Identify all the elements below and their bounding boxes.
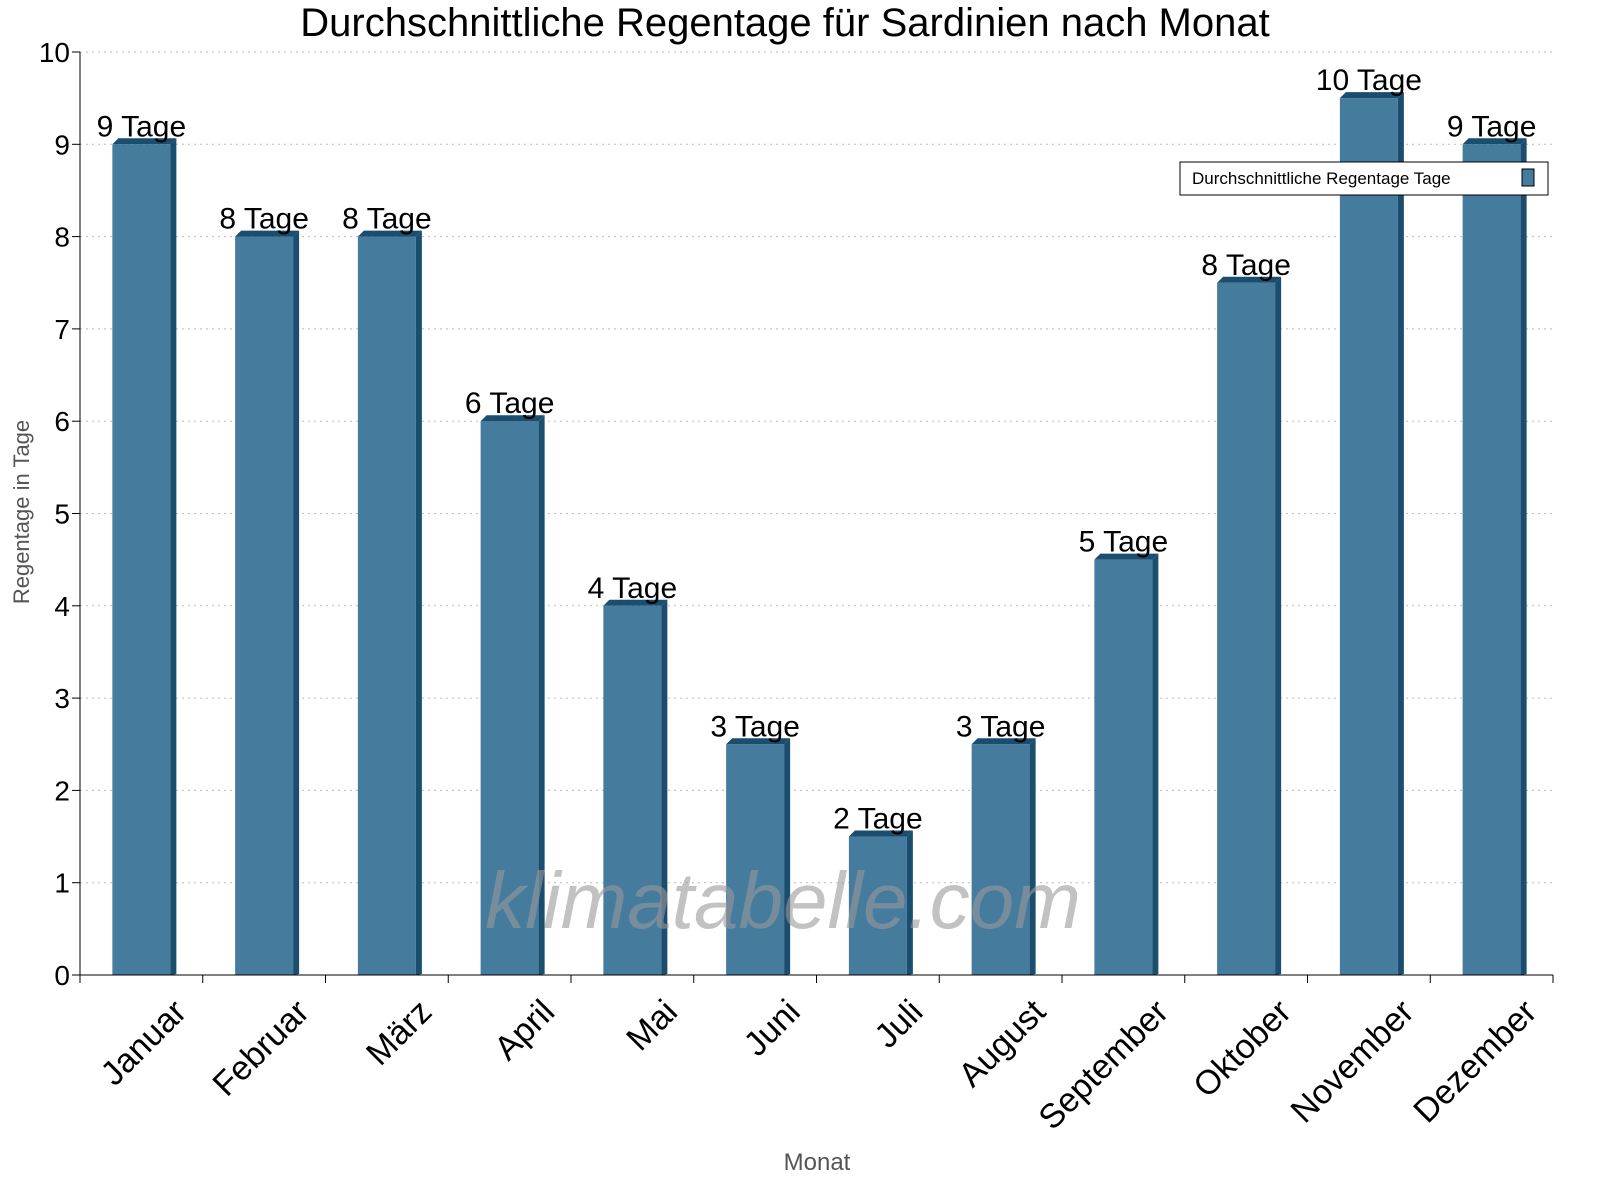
legend-label: Durchschnittliche Regentage Tage (1192, 169, 1451, 188)
x-tick-label: Juni (737, 993, 808, 1064)
legend-swatch (1521, 168, 1535, 187)
bar-top (603, 599, 668, 606)
bar-top (1462, 138, 1527, 145)
x-tick-label: Januar (93, 993, 193, 1093)
bar (480, 421, 539, 975)
bar-top (1217, 276, 1282, 283)
bar-top (1339, 92, 1404, 99)
bar (971, 744, 1030, 975)
bar (1339, 98, 1398, 975)
y-tick-label: 7 (54, 314, 70, 345)
data-label: 3 Tage (710, 710, 800, 743)
bar-side (538, 415, 545, 975)
x-tick-label: Oktober (1186, 993, 1298, 1105)
bar (112, 144, 171, 976)
y-tick-label: 10 (39, 37, 70, 68)
bar-top (357, 230, 422, 237)
data-label: 8 Tage (342, 203, 432, 236)
y-tick-label: 8 (54, 222, 70, 253)
data-label: 3 Tage (956, 710, 1046, 743)
bar-top (1094, 553, 1159, 560)
data-label: 6 Tage (465, 387, 555, 420)
bar-top (726, 738, 791, 745)
y-tick-label: 5 (54, 499, 70, 530)
bar-top (112, 138, 177, 145)
x-tick-label: April (487, 993, 562, 1068)
x-tick-label: November (1284, 993, 1422, 1131)
bar (726, 744, 785, 975)
bar-side (906, 830, 913, 975)
y-tick-label: 3 (54, 683, 70, 714)
data-label: 8 Tage (219, 203, 309, 236)
x-tick-label: März (359, 993, 439, 1073)
y-tick-label: 9 (54, 129, 70, 160)
bar-side (661, 599, 668, 975)
bar-side (1029, 738, 1036, 975)
y-tick-label: 6 (54, 406, 70, 437)
bar (848, 836, 907, 975)
x-tick-label: Dezember (1406, 993, 1544, 1131)
y-tick-label: 4 (54, 591, 70, 622)
bar-side (170, 138, 177, 976)
x-tick-label: Juli (867, 993, 930, 1056)
bar (1094, 559, 1153, 975)
x-axis-label: Monat (784, 1149, 851, 1176)
chart-title: Durchschnittliche Regentage für Sardinie… (300, 1, 1269, 45)
y-tick-label: 2 (54, 775, 70, 806)
bar-top (235, 230, 300, 237)
bar-top (848, 830, 913, 837)
bar (1462, 144, 1521, 976)
bar-side (1152, 553, 1159, 975)
data-label: 9 Tage (97, 110, 187, 143)
data-label: 10 Tage (1316, 64, 1422, 97)
bar-side (293, 230, 300, 976)
bar-side (415, 230, 422, 976)
bar-side (1275, 276, 1282, 975)
bar-top (480, 415, 545, 422)
bar (357, 236, 416, 976)
y-tick-label: 1 (54, 868, 70, 899)
y-axis-label: Regentage in Tage (9, 420, 34, 604)
x-tick-label: September (1031, 993, 1175, 1137)
bar-side (784, 738, 791, 975)
data-label: 4 Tage (588, 572, 678, 605)
bar-side (1520, 138, 1527, 976)
data-label: 2 Tage (833, 803, 923, 836)
watermark: klimatabelle.com (485, 856, 1081, 945)
bar (235, 236, 294, 976)
data-label: 5 Tage (1079, 526, 1169, 559)
legend-box (1179, 161, 1549, 196)
data-label: 9 Tage (1447, 110, 1537, 143)
bar (1217, 282, 1276, 975)
y-tick-label: 0 (54, 960, 70, 991)
bar-top (971, 738, 1036, 745)
x-tick-label: Mai (619, 993, 685, 1059)
bar-side (1397, 92, 1404, 975)
data-label: 8 Tage (1201, 249, 1291, 282)
x-tick-label: August (951, 992, 1053, 1094)
x-tick-label: Februar (206, 993, 317, 1104)
legend: Durchschnittliche Regentage Tage (1179, 161, 1549, 196)
bar (603, 605, 662, 975)
